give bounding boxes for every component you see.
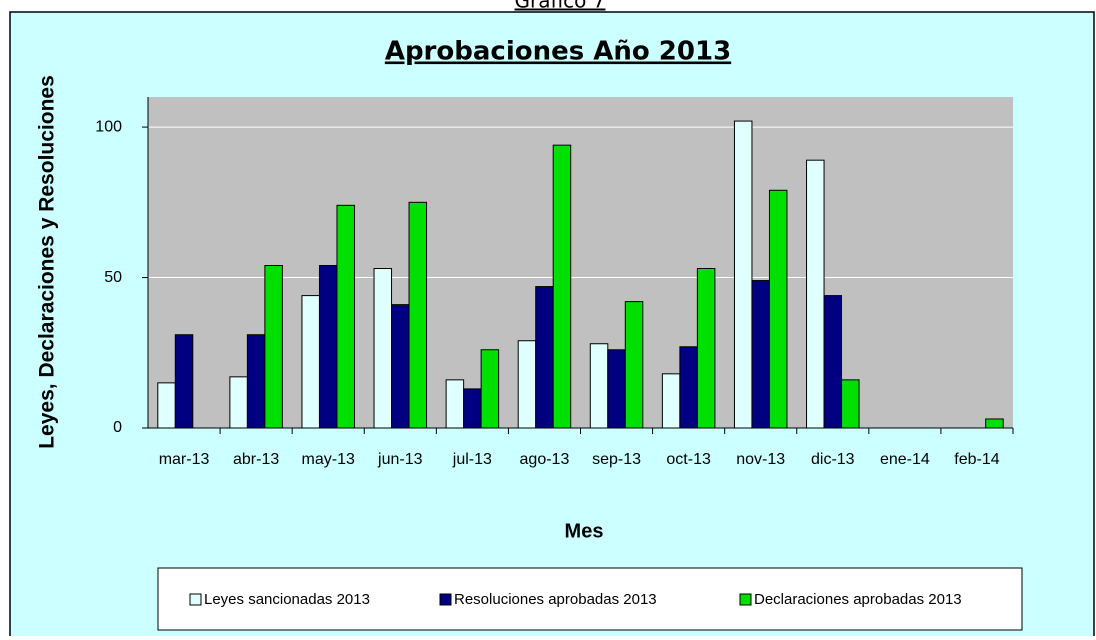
bar <box>841 379 860 429</box>
bar <box>373 268 393 429</box>
legend-swatch <box>739 593 752 606</box>
x-tick-label: mar-13 <box>159 451 210 468</box>
bar <box>661 373 681 429</box>
bar <box>985 418 1004 429</box>
bar <box>229 376 248 429</box>
x-tick-label: jun-13 <box>377 451 423 468</box>
plot-area <box>148 97 1013 428</box>
x-tick-label: ago-13 <box>520 451 570 468</box>
bar <box>445 379 465 429</box>
bar <box>391 304 410 429</box>
y-tick-label: 0 <box>113 419 122 436</box>
bar <box>768 189 788 429</box>
bar <box>408 201 428 429</box>
bar <box>480 349 500 429</box>
bar <box>733 120 753 429</box>
bar <box>552 144 572 429</box>
x-tick-label: sep-13 <box>592 451 641 468</box>
caption: Gráfico 7 <box>515 0 606 13</box>
bar <box>517 340 537 429</box>
bar <box>624 301 644 429</box>
bar <box>806 159 825 429</box>
bar <box>463 388 482 429</box>
x-tick-label: jul-13 <box>452 451 492 468</box>
bar <box>246 334 266 429</box>
x-tick-label: may-13 <box>302 451 355 468</box>
bar <box>535 286 554 429</box>
legend <box>157 567 1023 631</box>
legend-swatch <box>189 593 202 606</box>
x-tick-label: oct-13 <box>666 451 711 468</box>
legend-label: Resoluciones aprobadas 2013 <box>454 591 657 608</box>
chart-title: Aprobaciones Año 2013 <box>385 37 731 67</box>
legend-label: Declaraciones aprobadas 2013 <box>754 591 962 608</box>
bar <box>301 295 320 429</box>
x-tick-label: dic-13 <box>811 451 855 468</box>
bar <box>607 349 626 429</box>
legend-swatch <box>439 593 452 606</box>
bar <box>157 382 176 429</box>
y-axis-label: Leyes, Declaraciones y Resoluciones <box>36 75 59 449</box>
y-tick-label: 100 <box>95 118 122 135</box>
bar <box>823 295 843 429</box>
bar <box>696 268 716 429</box>
x-axis-label: Mes <box>565 520 604 542</box>
bar <box>336 204 355 429</box>
bar <box>174 334 194 429</box>
x-tick-label: ene-14 <box>880 451 930 468</box>
x-tick-label: nov-13 <box>736 451 785 468</box>
bar <box>318 265 338 429</box>
x-tick-label: feb-14 <box>954 451 999 468</box>
legend-label: Leyes sancionadas 2013 <box>204 591 370 608</box>
bar <box>264 265 283 429</box>
x-tick-label: abr-13 <box>233 451 279 468</box>
bar <box>589 343 609 429</box>
bar <box>751 280 770 429</box>
bar <box>679 346 698 429</box>
y-tick-label: 50 <box>104 269 122 286</box>
